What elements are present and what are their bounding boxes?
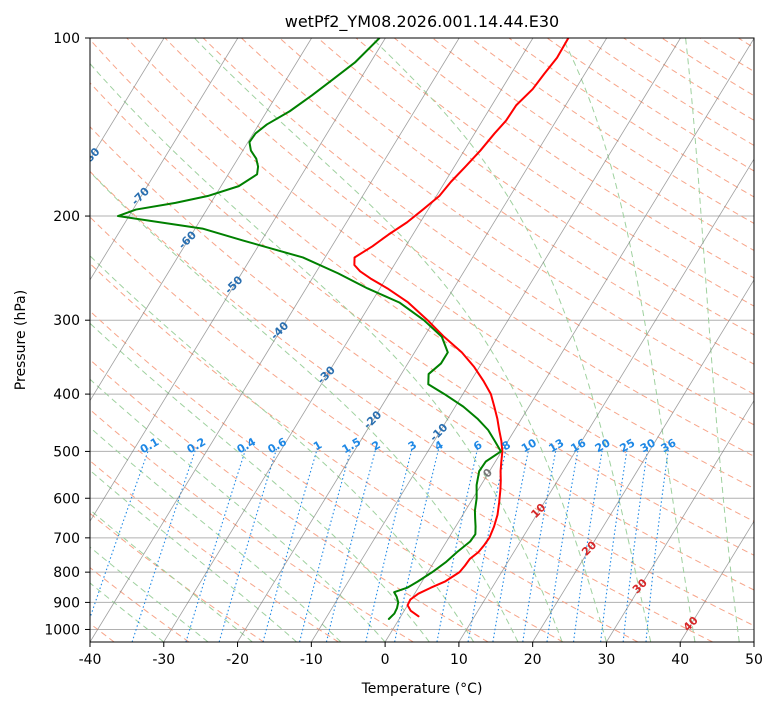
mixing-ratio-line: [365, 448, 413, 642]
moist-adiabat: [193, 38, 607, 642]
x-tick-label: -20: [226, 652, 249, 668]
dry-adiabat: [90, 512, 265, 642]
dry-adiabat: [470, 38, 754, 224]
isotherm-line: [532, 279, 754, 642]
plot-frame: [89, 37, 755, 643]
pressure-gridlines: [90, 38, 754, 630]
skewed-isotherms: [90, 38, 754, 642]
x-axis-title: Temperature (°C): [361, 681, 483, 697]
moist-adiabat: [685, 38, 740, 642]
y-tick-label: 700: [53, 531, 80, 547]
dry-adiabat: [90, 359, 489, 642]
x-tick-label: 50: [745, 652, 763, 668]
x-tick-label: 30: [598, 652, 616, 668]
y-tick-label: 900: [53, 595, 80, 611]
dry-adiabat: [90, 216, 713, 642]
mixing-ratio-line: [394, 448, 440, 642]
isotherm-line: [163, 38, 534, 642]
mixing-ratio-line: [436, 448, 479, 642]
moist-adiabat: [371, 38, 652, 642]
y-tick-label: 500: [53, 444, 80, 460]
mixing-ratio-line: [218, 448, 278, 642]
dewpoint-profile: [116, 38, 502, 620]
y-tick-label: 1000: [44, 622, 80, 638]
temperature-profile: [353, 38, 570, 618]
isotherm-line: [90, 38, 165, 160]
y-axis-title: Pressure (hPa): [13, 290, 29, 390]
moist-adiabat: [90, 62, 563, 642]
x-tick-label: 10: [450, 652, 468, 668]
mixing-ratio-line: [325, 448, 377, 642]
mixing-ratio-line: [546, 448, 579, 642]
mixing-ratio-line: [492, 448, 530, 642]
mixing-ratio-line: [131, 448, 197, 642]
x-tick-label: 0: [381, 652, 390, 668]
mixing-ratio-line: [522, 448, 557, 642]
dry-adiabat: [90, 262, 639, 642]
dry-adiabat: [90, 82, 754, 556]
dry-adiabat: [90, 408, 414, 642]
moist-adiabats: [90, 38, 740, 642]
x-tick-label: -40: [79, 652, 102, 668]
dry-adiabats: [90, 38, 754, 642]
moist-adiabat: [90, 426, 342, 642]
isotherm-line: [237, 38, 608, 642]
x-tick-label: -30: [152, 652, 175, 668]
chart-title: wetPf2_YM08.2026.001.14.44.E30: [285, 12, 559, 32]
x-tick-label: -10: [300, 652, 323, 668]
y-tick-label: 200: [53, 209, 80, 225]
dry-adiabat: [90, 310, 564, 642]
x-tick-label: 20: [524, 652, 542, 668]
isotherm-line: [458, 158, 754, 642]
mixing-ratio-line: [185, 448, 247, 642]
mixing-ratio-line: [622, 448, 649, 642]
dry-adiabat: [585, 38, 754, 146]
isotherm-line: [90, 38, 312, 402]
dry-adiabat: [202, 38, 754, 426]
isotherm-line: [90, 38, 460, 642]
mixing-ratio-line: [572, 448, 604, 642]
moist-adiabat: [90, 171, 519, 642]
x-tick-label: 40: [671, 652, 689, 668]
isotherm-line: [679, 520, 754, 642]
y-tick-label: 400: [53, 387, 80, 403]
y-tick-label: 300: [53, 313, 80, 329]
mixing-ratio-line: [299, 448, 352, 642]
mixing-ratio-line: [645, 448, 670, 642]
axes: -40 -30 -20 -10 0 10 20 30 40 50 100 200 300 400 500 60…: [44, 31, 763, 668]
sounding-profiles: [116, 38, 570, 620]
isotherm-line: [90, 38, 239, 281]
y-tick-label: 100: [53, 31, 80, 47]
dry-adiabat: [508, 38, 754, 198]
isotherm-line: [90, 38, 386, 523]
isotherm-line: [384, 38, 754, 642]
dry-adiabat: [432, 38, 754, 251]
moist-adiabat: [562, 38, 696, 642]
y-tick-label: 800: [53, 565, 80, 581]
moist-adiabat: [90, 322, 430, 642]
isotherm-line: [606, 399, 754, 642]
mixing-ratio-line: [467, 448, 507, 642]
isotherm-line: [310, 38, 681, 642]
y-tick-label: 600: [53, 491, 80, 507]
mixing-ratio-lines: [90, 448, 670, 642]
moist-adiabat: [90, 469, 297, 642]
dry-adiabat: [164, 38, 754, 457]
dry-adiabat: [546, 38, 754, 172]
mixing-ratio-line: [262, 448, 318, 642]
mixing-ratio-line: [600, 448, 628, 642]
moist-adiabat: [90, 255, 475, 642]
dry-adiabat: [241, 38, 754, 395]
